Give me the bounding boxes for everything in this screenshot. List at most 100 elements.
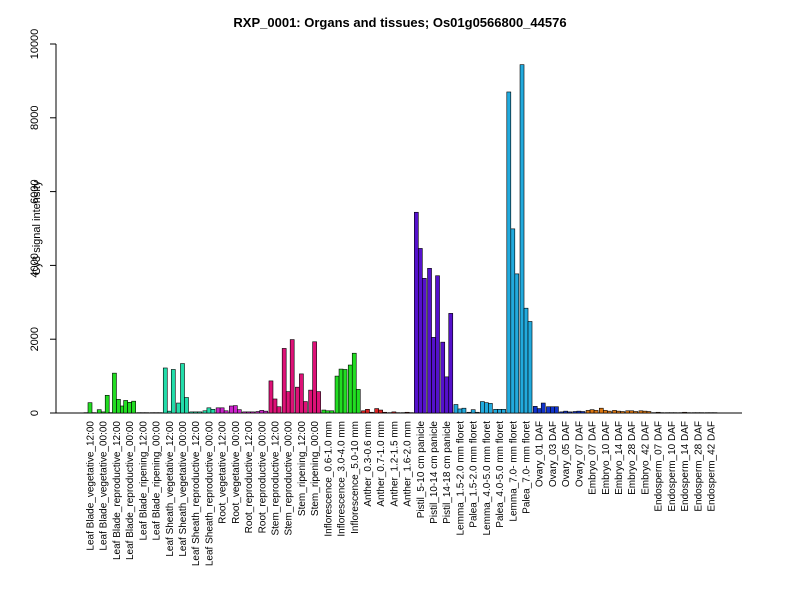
bar: [295, 386, 300, 414]
category-label: Anther_1.2-1.5 mm: [389, 421, 400, 507]
category-label: Stem_reproductive_12:00: [270, 421, 281, 536]
bar: [646, 411, 652, 414]
bar: [470, 409, 476, 414]
bar: [461, 407, 467, 414]
bar: [272, 398, 278, 414]
bar: [369, 411, 374, 414]
bar: [633, 411, 639, 414]
bar: [202, 410, 208, 414]
category-label: Leaf Blade_vegetative_00:00: [99, 421, 110, 551]
bar: [325, 410, 331, 414]
bar: [589, 409, 595, 414]
chart-title: RXP_0001: Organs and tissues; Os01g05668…: [233, 15, 566, 30]
category-label: Palea_7.0- mm floret: [522, 421, 533, 514]
category-label: Stem_reproductive_00:00: [284, 421, 295, 536]
bar: [642, 410, 648, 414]
bar: [303, 401, 308, 414]
bar: [612, 410, 617, 414]
bar: [308, 389, 313, 414]
category-label: Ovary_01 DAF: [535, 421, 546, 487]
bar: [616, 410, 621, 414]
category-label: Pistil_5-10 cm panicle: [416, 421, 427, 519]
category-label: Endosperm_07 DAF: [654, 421, 665, 512]
y-tick-label: 8000: [29, 106, 41, 130]
bar: [540, 402, 546, 414]
bar: [427, 268, 432, 414]
category-label: Embryo_28 DAF: [627, 421, 638, 495]
y-tick-label: 0: [29, 410, 41, 416]
bar: [321, 409, 327, 414]
bar: [655, 411, 661, 414]
y-tick-label: 10000: [29, 29, 41, 60]
bar: [100, 411, 106, 414]
bar: [242, 411, 247, 414]
category-label: Inflorescence_0.6-1.0 mm: [323, 421, 334, 537]
bar: [448, 313, 454, 414]
category-label: Ovary_05 DAF: [561, 421, 572, 487]
bar: [116, 399, 121, 414]
bar: [501, 409, 506, 414]
category-label: Pistil_10-14 cm panicle: [429, 421, 440, 524]
bar: [378, 409, 383, 414]
bar: [281, 348, 287, 414]
bar: [374, 408, 379, 414]
bar: [215, 407, 221, 414]
category-label: Anther_0.7-1.0 mm: [376, 421, 387, 507]
bar: [620, 411, 625, 414]
bar: [527, 321, 533, 414]
category-label: Leaf Blade_reproductive_00:00: [125, 421, 136, 560]
category-label: Embryo_14 DAF: [614, 421, 625, 495]
bar: [563, 410, 568, 414]
bar: [484, 402, 489, 414]
category-labels: Leaf Blade_vegetative_12:00 Leaf Blade_ve…: [86, 421, 718, 567]
category-label: Leaf Sheath_vegetative_12:00: [165, 421, 176, 557]
bar: [166, 410, 172, 414]
bar: [329, 410, 335, 414]
y-tick-label: 4000: [29, 253, 41, 277]
category-label: Stem_ripening_12:00: [297, 421, 308, 517]
bar: [299, 373, 304, 414]
bar: [237, 409, 242, 414]
bar: [246, 411, 251, 414]
category-label: Pistil_14-18 cm panicle: [442, 421, 453, 524]
bars: [83, 64, 718, 414]
bar: [268, 380, 274, 414]
bar: [519, 64, 525, 414]
bar: [338, 368, 344, 414]
bar: [210, 409, 216, 414]
category-label: Endosperm_10 DAF: [667, 421, 678, 512]
bar: [197, 411, 202, 414]
bar: [474, 411, 480, 414]
category-label: Palea_1.5-2.0 mm floret: [469, 421, 480, 528]
bar: [229, 405, 234, 414]
bar: [342, 369, 348, 414]
bar: [285, 391, 291, 414]
bar: [255, 411, 261, 414]
bar: [602, 410, 608, 414]
bar: [334, 375, 340, 414]
bar: [453, 404, 459, 414]
bar: [457, 408, 463, 414]
bar: [585, 410, 591, 414]
category-label: Leaf Sheath_vegetative_00:00: [178, 421, 189, 557]
bar: [536, 408, 542, 414]
bar: [316, 391, 321, 414]
bar: [422, 278, 427, 414]
bar: [170, 369, 176, 414]
bar: [312, 341, 317, 414]
category-label: Leaf Blade_vegetative_12:00: [86, 421, 97, 551]
bar: [431, 337, 436, 414]
bar: [189, 411, 194, 414]
bar: [506, 91, 512, 414]
bar: [193, 411, 198, 414]
bar: [532, 406, 538, 414]
category-label: Leaf Blade_ripening_12:00: [138, 421, 149, 541]
bar: [206, 407, 212, 414]
category-label: Leaf Blade_reproductive_12:00: [112, 421, 123, 560]
bar: [580, 411, 586, 414]
category-label: Root_vegetative_00:00: [231, 421, 242, 524]
category-label: Endosperm_42 DAF: [707, 421, 718, 512]
bar: [391, 411, 397, 414]
category-label: Leaf Blade_ripening_00:00: [152, 421, 163, 541]
y-axis-label: Cy3 signal intensity: [31, 180, 43, 275]
